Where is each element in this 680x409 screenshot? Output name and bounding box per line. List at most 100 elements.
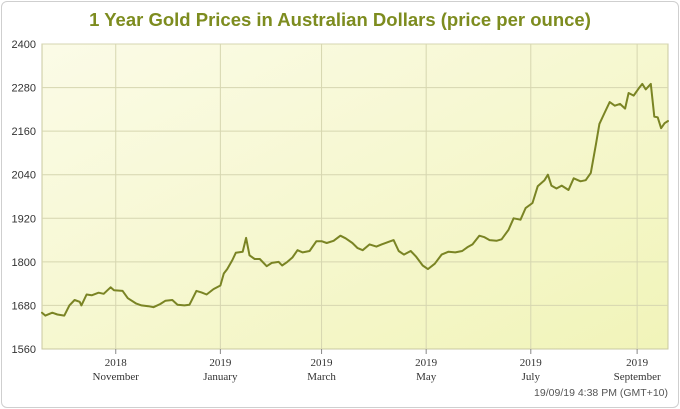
data-point — [226, 268, 228, 270]
data-point — [171, 299, 173, 301]
data-point — [447, 251, 450, 253]
data-point — [614, 105, 616, 107]
x-tick-year: 2019 — [520, 357, 543, 369]
y-tick-label: 2040 — [12, 170, 36, 182]
data-point — [381, 243, 383, 245]
data-point — [259, 258, 261, 260]
x-tick-year: 2018 — [105, 357, 128, 369]
data-point — [56, 313, 59, 316]
data-point — [135, 303, 137, 305]
data-point — [519, 219, 522, 221]
data-point — [86, 293, 88, 296]
data-point — [326, 242, 328, 244]
series-line — [41, 82, 669, 317]
data-point — [478, 235, 480, 237]
data-point — [219, 284, 221, 287]
data-point — [555, 187, 558, 190]
data-point — [628, 92, 630, 94]
data-point — [286, 261, 288, 263]
data-point — [281, 264, 283, 267]
x-tick-month: January — [203, 371, 238, 383]
data-point — [667, 120, 669, 122]
x-tick-month: May — [416, 371, 437, 383]
data-point — [434, 263, 436, 265]
x-axis: 2018 November 2019 January 2019 March 2019 May 2… — [93, 349, 661, 383]
data-point — [68, 304, 70, 306]
data-point — [127, 297, 129, 299]
data-point — [624, 108, 626, 110]
data-point — [200, 291, 203, 293]
y-axis: 1560 1680 1800 1920 2040 2160 2280 2400 — [12, 39, 36, 356]
data-point — [650, 83, 652, 85]
data-point — [398, 250, 400, 252]
data-point — [315, 240, 317, 242]
data-point — [441, 254, 443, 256]
data-point — [595, 143, 597, 145]
data-point — [309, 250, 311, 252]
data-point — [212, 288, 215, 290]
data-point — [91, 294, 93, 296]
y-tick-label: 2400 — [12, 39, 36, 51]
data-point — [369, 243, 371, 245]
data-point — [110, 286, 112, 288]
data-point — [466, 246, 468, 248]
data-point — [235, 252, 237, 254]
data-point — [619, 103, 621, 105]
data-point — [657, 116, 659, 118]
data-point — [393, 239, 395, 241]
data-point — [454, 251, 456, 253]
data-point — [598, 123, 601, 125]
x-tick-year: 2019 — [311, 357, 334, 369]
data-point — [51, 312, 53, 314]
data-point — [513, 217, 515, 219]
data-point — [147, 305, 149, 307]
data-point — [195, 290, 197, 292]
data-point — [278, 261, 280, 263]
data-point — [223, 272, 225, 275]
data-point — [296, 249, 299, 251]
data-point — [422, 264, 424, 267]
data-point — [41, 312, 43, 314]
data-point — [561, 185, 563, 187]
data-point — [664, 122, 666, 124]
data-point — [176, 304, 179, 306]
data-point — [339, 235, 341, 237]
data-point — [590, 172, 592, 174]
chart-title: 1 Year Gold Prices in Australian Dollars… — [89, 9, 591, 30]
data-point — [98, 292, 100, 294]
data-point — [254, 258, 256, 260]
data-point — [489, 239, 491, 241]
timestamp-label: 19/09/19 4:38 PM (GMT+10) — [534, 387, 668, 399]
data-point — [579, 180, 582, 182]
data-point — [537, 185, 539, 187]
data-point — [248, 254, 251, 256]
data-point — [122, 290, 124, 292]
x-tick-month: September — [614, 371, 661, 383]
x-tick-year: 2019 — [415, 357, 438, 369]
data-point — [645, 88, 647, 90]
data-point — [302, 251, 304, 253]
data-point — [271, 262, 273, 264]
data-point — [638, 87, 640, 89]
x-tick-year: 2019 — [626, 357, 649, 369]
data-point — [159, 303, 161, 305]
y-tick-label: 2280 — [12, 83, 36, 95]
data-point — [362, 249, 364, 251]
data-point — [206, 293, 208, 296]
data-point — [641, 83, 643, 85]
x-tick-month: March — [307, 371, 336, 383]
data-point — [660, 127, 662, 129]
y-tick-label: 1920 — [12, 213, 36, 225]
data-point — [550, 185, 553, 187]
x-tick-month: November — [93, 371, 140, 383]
data-point — [183, 304, 185, 306]
data-point — [113, 289, 115, 291]
y-tick-label: 1560 — [12, 344, 36, 356]
data-point — [483, 236, 486, 238]
data-point — [152, 306, 155, 308]
data-point — [495, 240, 498, 242]
data-point — [74, 299, 76, 301]
data-point — [609, 101, 611, 103]
data-point — [63, 315, 65, 317]
data-point — [573, 177, 575, 179]
